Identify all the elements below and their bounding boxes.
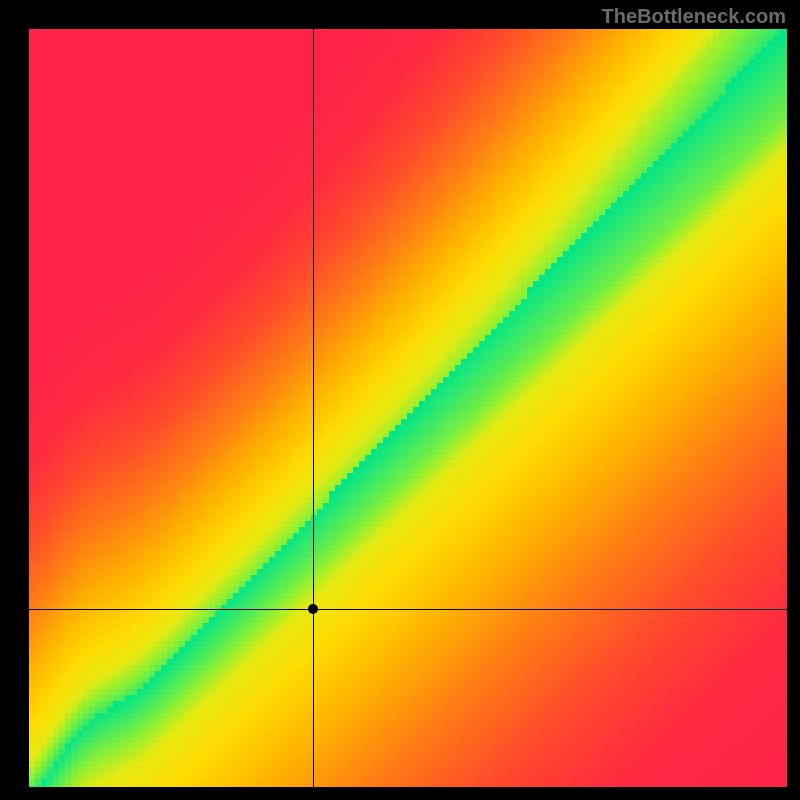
bottleneck-heatmap — [0, 0, 800, 800]
watermark-text: TheBottleneck.com — [602, 6, 786, 29]
